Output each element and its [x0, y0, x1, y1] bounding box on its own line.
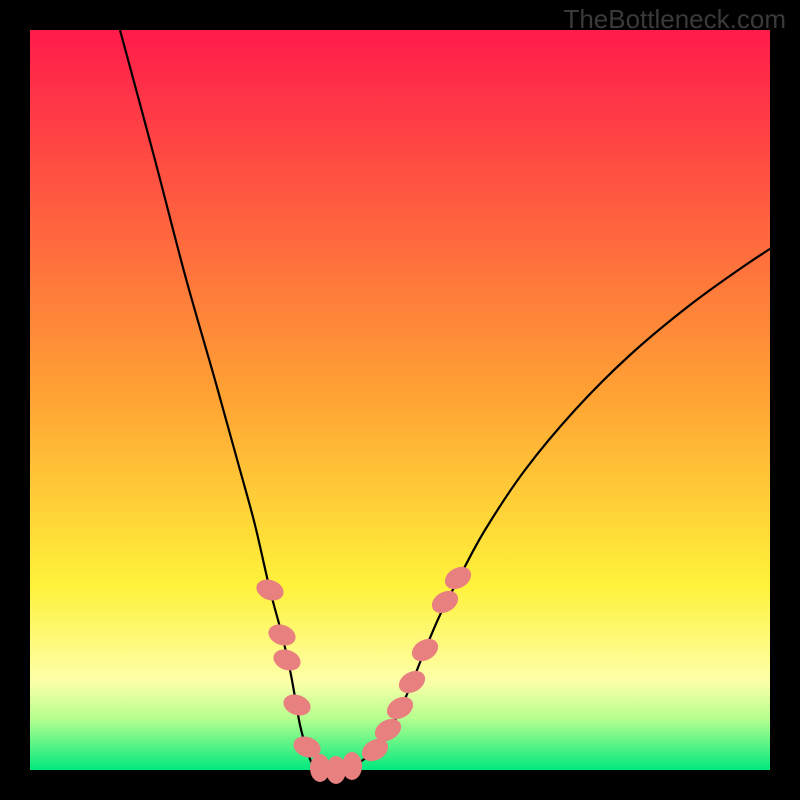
chart-svg-layer	[0, 0, 800, 800]
marker-14	[441, 562, 475, 593]
marker-2	[270, 646, 303, 674]
watermark-label: TheBottleneck.com	[563, 4, 786, 35]
marker-13	[428, 586, 462, 617]
marker-1	[265, 621, 298, 649]
marker-11	[395, 666, 429, 697]
marker-10	[383, 692, 417, 723]
marker-0	[253, 576, 286, 604]
marker-12	[408, 634, 442, 665]
chart-frame: TheBottleneck.com	[0, 0, 800, 800]
marker-3	[280, 691, 313, 719]
marker-7	[342, 752, 362, 780]
